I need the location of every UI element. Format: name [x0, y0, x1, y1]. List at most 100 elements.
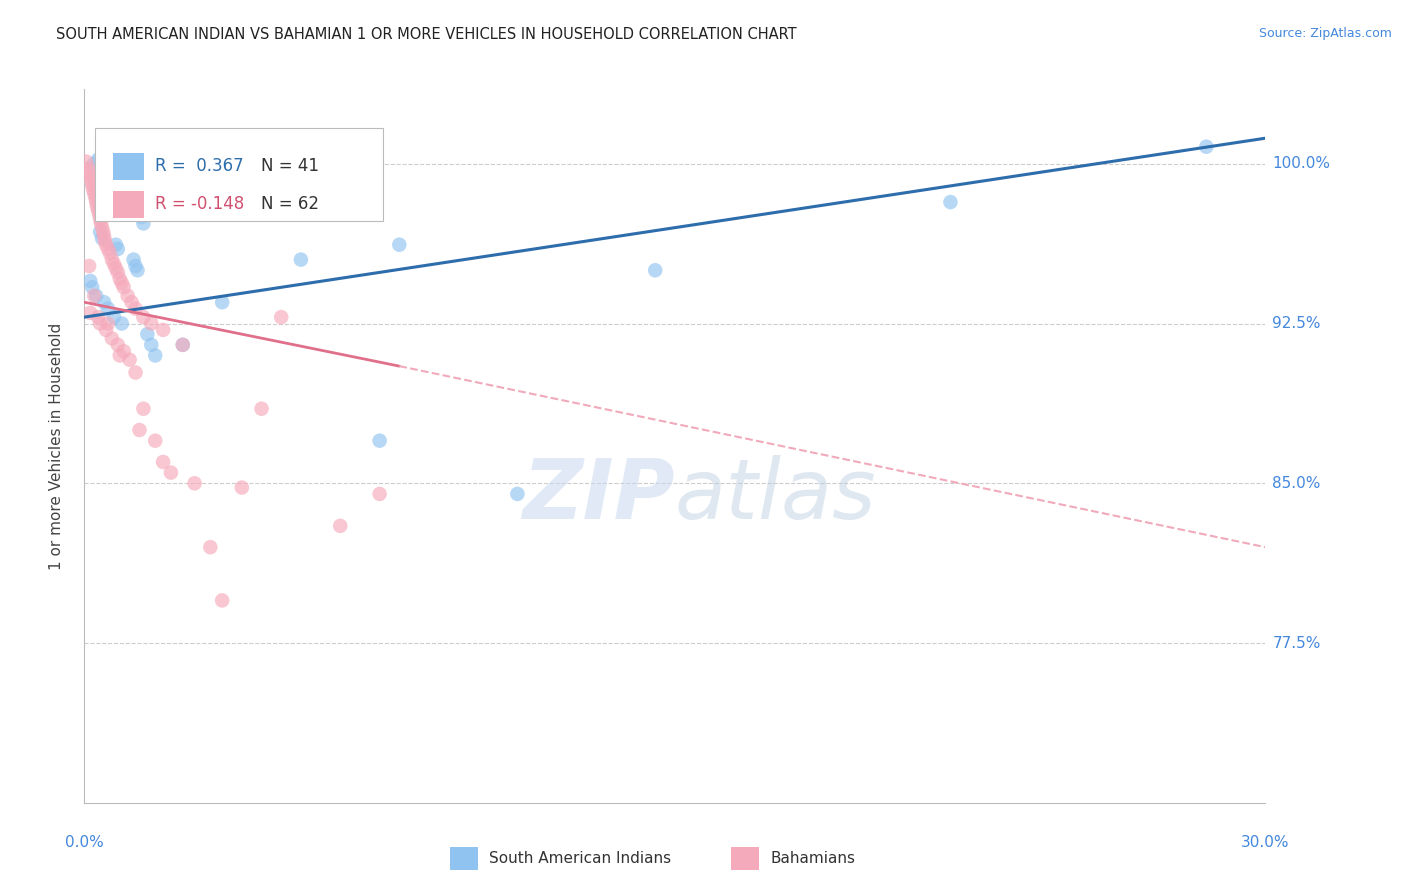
Point	[77, 165, 100, 179]
Point	[83, 289, 105, 303]
Point	[89, 212, 111, 227]
Point	[86, 199, 108, 213]
Point	[101, 171, 124, 186]
Point	[112, 280, 135, 294]
Point	[108, 272, 131, 286]
Point	[104, 237, 127, 252]
Point	[644, 263, 666, 277]
Point	[118, 195, 141, 210]
Point	[107, 265, 129, 279]
Point	[141, 317, 163, 331]
Point	[200, 540, 222, 554]
Point	[211, 295, 233, 310]
Point	[94, 161, 117, 175]
Text: 77.5%: 77.5%	[1272, 635, 1320, 650]
Point	[94, 234, 117, 248]
Point	[82, 178, 104, 192]
Point	[82, 182, 104, 196]
Point	[87, 310, 110, 325]
Point	[84, 195, 107, 210]
Point	[122, 252, 145, 267]
Point	[91, 225, 114, 239]
Point	[250, 401, 273, 416]
Point	[172, 338, 194, 352]
Text: 100.0%: 100.0%	[1272, 156, 1330, 171]
Point	[112, 344, 135, 359]
Text: N = 41: N = 41	[260, 157, 319, 175]
Point	[329, 519, 352, 533]
Point	[121, 295, 143, 310]
Point	[132, 310, 155, 325]
Point	[94, 237, 117, 252]
Point	[93, 295, 115, 310]
Text: SOUTH AMERICAN INDIAN VS BAHAMIAN 1 OR MORE VEHICLES IN HOUSEHOLD CORRELATION CH: SOUTH AMERICAN INDIAN VS BAHAMIAN 1 OR M…	[56, 27, 797, 42]
Point	[112, 182, 135, 196]
Point	[77, 259, 100, 273]
Point	[134, 154, 156, 169]
Text: atlas: atlas	[675, 456, 876, 536]
Point	[152, 455, 174, 469]
Point	[124, 301, 146, 316]
Point	[270, 310, 292, 325]
Point	[117, 289, 139, 303]
Text: Bahamians: Bahamians	[770, 851, 855, 866]
Point	[939, 195, 962, 210]
Point	[160, 466, 183, 480]
Point	[132, 216, 155, 230]
Point	[103, 257, 125, 271]
Text: N = 62: N = 62	[260, 195, 319, 213]
Point	[84, 289, 107, 303]
Point	[506, 487, 529, 501]
Text: Source: ZipAtlas.com: Source: ZipAtlas.com	[1258, 27, 1392, 40]
Text: South American Indians: South American Indians	[489, 851, 672, 866]
Point	[128, 203, 150, 218]
Point	[143, 349, 166, 363]
Point	[143, 434, 166, 448]
Point	[75, 154, 97, 169]
Point	[124, 259, 146, 273]
Point	[91, 231, 114, 245]
Point	[127, 263, 149, 277]
Point	[132, 401, 155, 416]
Point	[83, 186, 105, 201]
Point	[101, 331, 124, 345]
Point	[124, 366, 146, 380]
Point	[121, 199, 143, 213]
Point	[108, 349, 131, 363]
Point	[108, 178, 131, 192]
Point	[128, 423, 150, 437]
Point	[136, 327, 159, 342]
Point	[111, 276, 134, 290]
Point	[79, 274, 101, 288]
Point	[103, 310, 125, 325]
Point	[82, 280, 104, 294]
Text: 0.0%: 0.0%	[65, 835, 104, 850]
Point	[79, 169, 101, 184]
Point	[118, 352, 141, 367]
Point	[89, 208, 111, 222]
Text: 85.0%: 85.0%	[1272, 475, 1320, 491]
Text: ZIP: ZIP	[522, 456, 675, 536]
Point	[107, 242, 129, 256]
Point	[89, 225, 111, 239]
Point	[80, 174, 103, 188]
Point	[141, 338, 163, 352]
Text: R = -0.148: R = -0.148	[155, 195, 245, 213]
Point	[77, 161, 100, 175]
Point	[83, 157, 105, 171]
Point	[93, 229, 115, 244]
Text: 92.5%: 92.5%	[1272, 316, 1320, 331]
Point	[117, 176, 139, 190]
Point	[90, 216, 112, 230]
Point	[1195, 139, 1218, 153]
Point	[97, 242, 120, 256]
Point	[98, 246, 121, 260]
Point	[172, 338, 194, 352]
Point	[131, 210, 153, 224]
Point	[388, 237, 411, 252]
Point	[101, 252, 124, 267]
Point	[89, 317, 111, 331]
Point	[152, 323, 174, 337]
Point	[91, 220, 114, 235]
Point	[368, 487, 391, 501]
